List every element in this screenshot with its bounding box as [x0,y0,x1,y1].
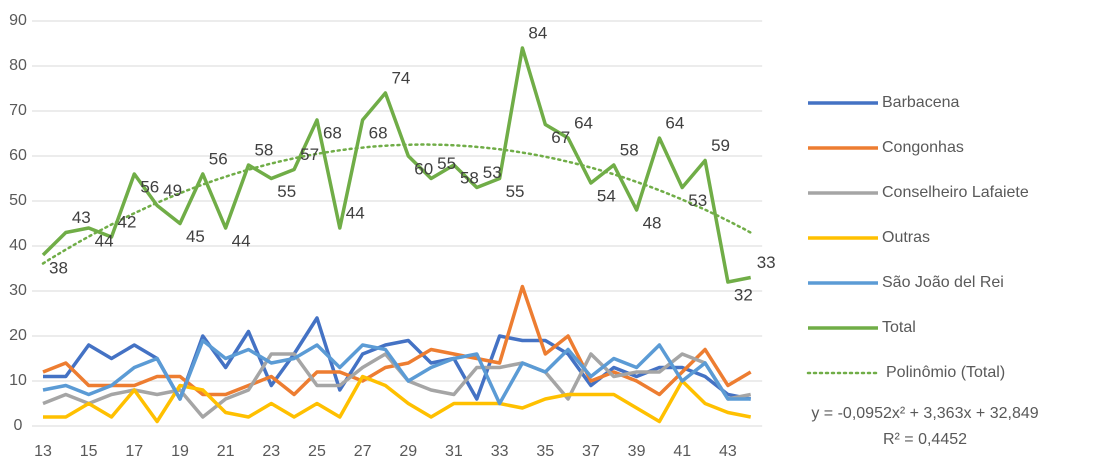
data-label: 84 [528,23,547,42]
x-tick-label: 29 [399,443,417,460]
data-label: 55 [437,154,456,173]
y-tick-label: 50 [9,192,27,209]
y-tick-label: 60 [9,147,27,164]
data-label: 68 [369,123,388,142]
data-label: 64 [574,113,593,132]
series-line [43,374,752,424]
legend-label: Congonhas [882,139,964,156]
legend-label: Outras [882,229,930,246]
series-line [42,338,751,406]
x-tick-label: 21 [217,443,235,460]
x-tick-label: 43 [719,443,737,460]
legend-label: São João del Rei [882,274,1004,291]
data-label: 45 [186,227,205,246]
data-label: 56 [209,149,228,168]
x-tick-label: 23 [262,443,280,460]
data-label: 67 [551,128,570,147]
legend-label: Conselheiro Lafaiete [882,184,1029,201]
legend-label: Polinômio (Total) [886,364,1005,381]
data-label: 53 [688,191,707,210]
x-tick-label: 13 [34,443,52,460]
x-tick-label: 41 [673,443,691,460]
data-label: 48 [643,213,662,232]
data-label: 38 [49,258,68,277]
x-tick-label: 25 [308,443,326,460]
series-line [41,46,752,284]
data-label: 53 [483,163,502,182]
data-label: 58 [254,140,273,159]
data-label: 32 [734,285,753,304]
data-label: 68 [323,123,342,142]
y-tick-label: 0 [14,417,23,434]
data-label: 74 [391,68,410,87]
y-tick-label: 30 [9,282,27,299]
data-label: 58 [620,140,639,159]
data-label: 44 [346,203,365,222]
y-tick-label: 20 [9,327,27,344]
x-tick-label: 39 [628,443,646,460]
data-label: 60 [414,159,433,178]
data-label: 49 [163,181,182,200]
x-tick-label: 15 [80,443,98,460]
data-label: 58 [460,168,479,187]
x-tick-label: 33 [491,443,509,460]
x-tick-label: 19 [171,443,189,460]
y-tick-label: 40 [9,237,27,254]
x-tick-label: 27 [354,443,372,460]
legend-label: Total [882,319,916,336]
data-label: 33 [757,253,776,272]
data-label: 54 [597,186,616,205]
y-tick-label: 10 [9,372,27,389]
legend-label: Barbacena [882,94,959,111]
data-label: 44 [232,231,251,250]
data-label: 44 [95,231,114,250]
series-line [42,284,752,397]
data-label: 43 [72,208,91,227]
x-tick-label: 17 [125,443,143,460]
x-tick-label: 31 [445,443,463,460]
x-tick-label: 37 [582,443,600,460]
y-tick-label: 80 [9,57,27,74]
y-tick-label: 70 [9,102,27,119]
data-label: 55 [506,182,525,201]
data-label: 57 [300,145,319,164]
data-label: 64 [665,113,684,132]
trendline [41,143,752,265]
trendline-r2: R² = 0,4452 [883,431,967,448]
data-label: 56 [140,177,159,196]
y-tick-label: 90 [9,12,27,29]
data-label: 59 [711,136,730,155]
trendline-equation: y = -0,0952x² + 3,363x + 32,849 [811,405,1038,422]
data-label: 42 [117,212,136,231]
x-tick-label: 35 [536,443,554,460]
data-label: 55 [277,182,296,201]
